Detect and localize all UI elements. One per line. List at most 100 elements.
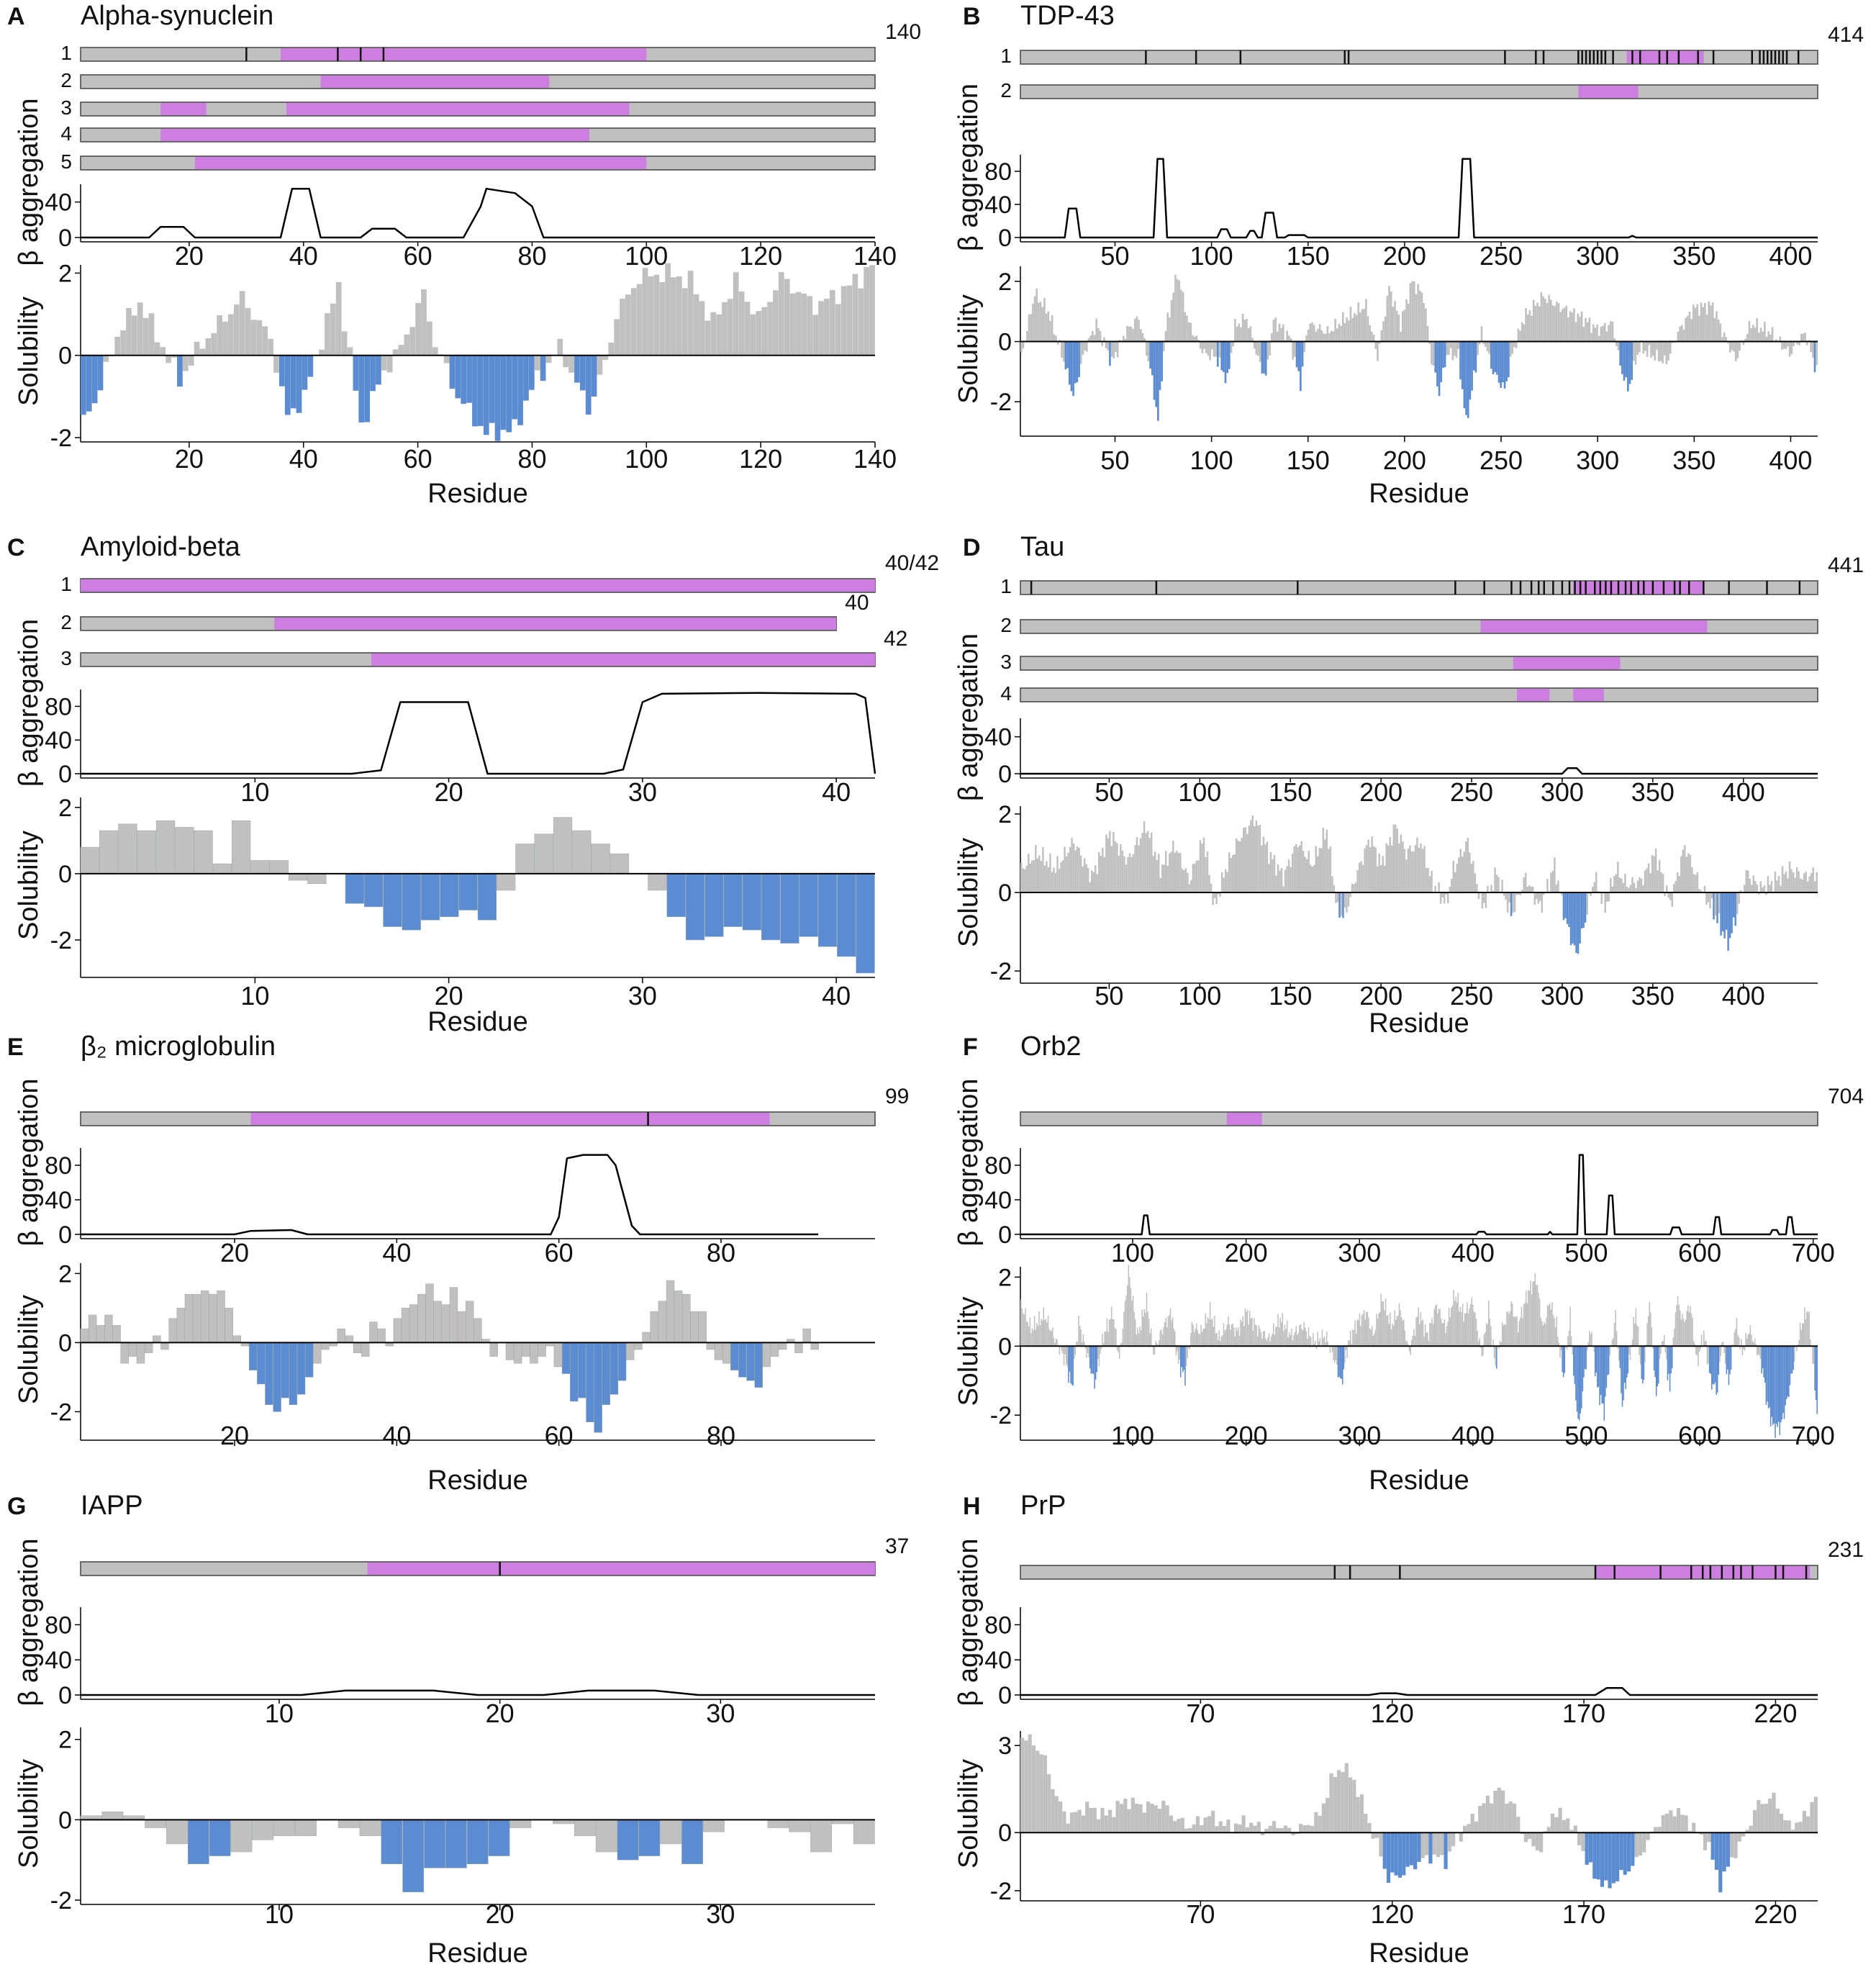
solubility-bar <box>1376 866 1379 892</box>
solubility-bar <box>1199 1334 1201 1347</box>
solubility-bar <box>1485 1323 1487 1347</box>
solubility-bar <box>1051 315 1053 342</box>
solubility-bar <box>1356 1796 1360 1833</box>
solubility-bar <box>1133 1311 1135 1347</box>
solubility-bar <box>1759 881 1762 892</box>
solubility-bar <box>1619 341 1621 366</box>
solubility-bar <box>1680 1814 1685 1833</box>
solubility-bar <box>1716 892 1718 923</box>
solubility-bar <box>345 873 365 904</box>
solubility-bar <box>1590 333 1592 342</box>
solubility-bar <box>1374 1334 1375 1347</box>
solubility-x-tick-label: 100 <box>1111 1421 1154 1450</box>
solubility-bar <box>1424 1324 1426 1347</box>
solubility-bar <box>1580 1346 1582 1414</box>
solubility-y-tick-label: -2 <box>50 1887 72 1915</box>
solubility-bar <box>1379 1312 1381 1347</box>
solubility-axis-label: Solubility <box>953 838 984 947</box>
solubility-bar <box>778 272 784 356</box>
solubility-bar <box>1236 326 1238 342</box>
solubility-bar <box>1628 887 1630 892</box>
solubility-bar <box>1043 1755 1048 1833</box>
solubility-bar <box>1601 1346 1603 1403</box>
solubility-bar <box>1730 1832 1734 1858</box>
solubility-bar <box>1188 884 1191 892</box>
solubility-bar <box>325 313 330 356</box>
solubility-bar <box>449 1287 458 1343</box>
solubility-x-tick-label: 400 <box>1722 981 1765 1011</box>
solubility-bar <box>1482 1803 1486 1833</box>
solubility-bar <box>1152 856 1154 892</box>
solubility-bar <box>1068 1346 1069 1383</box>
solubility-bar <box>1550 872 1552 892</box>
solubility-bar <box>1323 333 1325 342</box>
solubility-bar <box>1022 868 1024 892</box>
residue-axis-label: Residue <box>427 1938 527 1968</box>
solubility-bar <box>1816 1346 1818 1414</box>
solubility-bar <box>1557 880 1559 892</box>
sequence-length-label: 441 <box>1828 553 1864 577</box>
solubility-bar <box>1279 1318 1281 1347</box>
solubility-bar <box>1554 1318 1555 1347</box>
solubility-bar <box>1591 887 1594 892</box>
solubility-bar <box>1213 892 1216 898</box>
solubility-bar <box>1650 1312 1651 1347</box>
solubility-bar <box>1646 868 1648 892</box>
solubility-bar <box>1143 338 1146 342</box>
solubility-bar <box>1266 841 1269 892</box>
solubility-bar <box>478 355 484 426</box>
solubility-bar <box>864 266 869 356</box>
solubility-bar <box>1579 892 1581 944</box>
solubility-bar <box>1020 1737 1025 1833</box>
domain-track: 2 <box>60 69 876 91</box>
solubility-bar <box>1755 1344 1757 1347</box>
solubility-y-tick-label: 2 <box>998 1264 1012 1291</box>
solubility-bar <box>1782 1346 1784 1414</box>
solubility-bar <box>1680 1319 1682 1347</box>
solubility-x-tick-label: 200 <box>1383 446 1426 475</box>
solubility-bar <box>1528 1290 1531 1347</box>
solubility-bar <box>1261 341 1264 374</box>
solubility-bar <box>1374 341 1377 349</box>
solubility-bar <box>1698 1346 1700 1352</box>
solubility-bar <box>1507 1311 1509 1347</box>
track-number: 3 <box>1000 651 1012 673</box>
solubility-bar <box>770 1342 779 1357</box>
solubility-bar <box>250 320 257 356</box>
aggregation-region <box>81 579 875 592</box>
solubility-bar <box>1432 1832 1436 1855</box>
solubility-bar <box>1092 872 1095 892</box>
solubility-bar <box>359 1819 381 1836</box>
solubility-bar <box>1769 1346 1770 1408</box>
solubility-bar <box>1536 892 1538 900</box>
solubility-bar <box>586 1342 594 1423</box>
solubility-bar <box>1251 1317 1253 1347</box>
panel-title: Alpha-synuclein <box>81 1 273 31</box>
solubility-bar <box>1554 857 1556 892</box>
panel-title: IAPP <box>81 1491 143 1521</box>
solubility-bar <box>1159 1340 1160 1347</box>
solubility-bar <box>353 1342 362 1354</box>
solubility-bar <box>642 268 648 356</box>
solubility-bar <box>1325 1342 1326 1347</box>
solubility-bar <box>1115 1329 1117 1347</box>
solubility-bar <box>1431 1318 1433 1347</box>
solubility-bar <box>1151 341 1154 376</box>
solubility-bar <box>1303 1322 1305 1347</box>
solubility-bar <box>1459 1306 1462 1347</box>
solubility-bar <box>744 302 751 356</box>
track-bar <box>1020 1111 1818 1126</box>
solubility-bar <box>835 304 841 356</box>
solubility-bar <box>578 1342 586 1398</box>
solubility-bar <box>1500 341 1503 388</box>
beta-x-tick-label: 100 <box>1111 1238 1154 1267</box>
solubility-bar <box>1154 1346 1156 1355</box>
solubility-bar <box>1413 1832 1418 1870</box>
domain-track: 37 <box>80 1534 909 1576</box>
solubility-bar <box>1092 1807 1097 1833</box>
solubility-bar <box>1276 332 1279 342</box>
solubility-bar <box>1621 1346 1622 1393</box>
solubility-bar <box>1355 1333 1357 1347</box>
solubility-bar <box>754 1342 763 1388</box>
solubility-bar <box>1254 1318 1255 1347</box>
